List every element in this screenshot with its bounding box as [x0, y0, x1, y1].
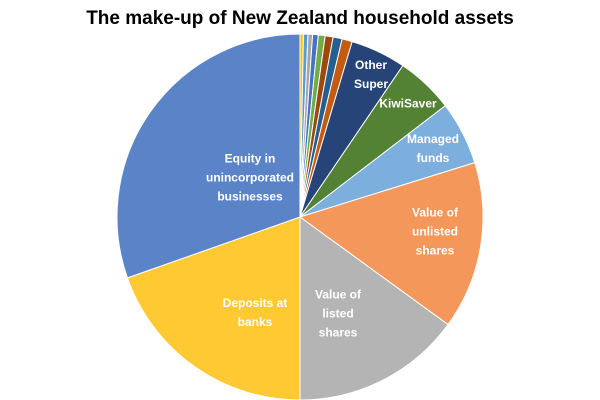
chart-title: The make-up of New Zealand household ass…	[86, 8, 514, 29]
slice-label: Value of listed shares	[314, 287, 361, 340]
slice-label: Equity in unincorporated businesses	[205, 151, 294, 204]
pie-slice	[298, 162, 484, 326]
slice-label: KiwiSaver	[379, 96, 437, 111]
slice-label: Managed funds	[406, 132, 459, 165]
slice-label: Deposits at banks	[222, 296, 288, 329]
slice-label: Other Super	[353, 58, 388, 91]
pie-slice	[299, 216, 449, 400]
pie-slice	[116, 33, 301, 279]
slice-label: Value of unlisted shares	[411, 205, 458, 258]
